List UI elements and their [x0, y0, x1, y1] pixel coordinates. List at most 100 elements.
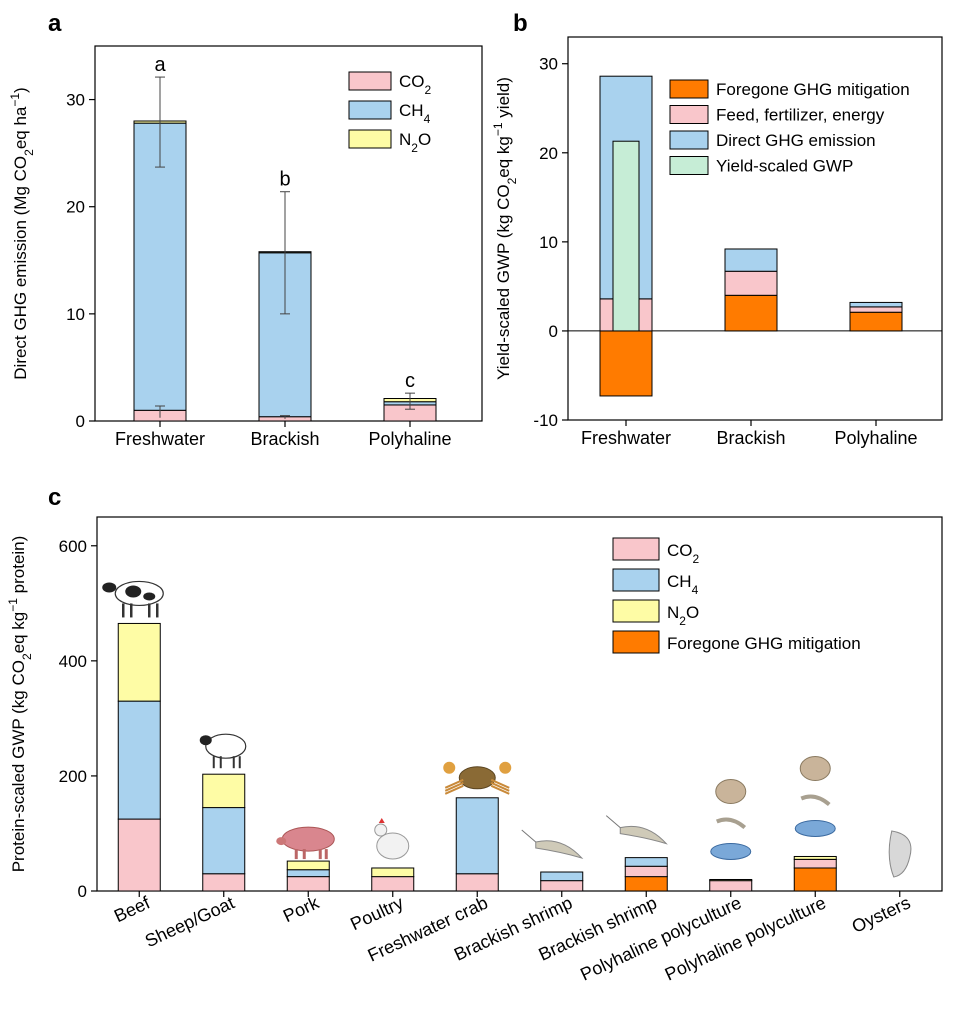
bar-ch4 [455, 797, 499, 875]
legend-swatch-n2o [348, 129, 392, 149]
bar-co2 [286, 876, 330, 892]
bar-ch4 [117, 700, 161, 820]
legend-swatch-co2 [348, 71, 392, 91]
chicken-body [376, 832, 410, 860]
legend-label-co2: CO2 [667, 541, 700, 566]
y-tick-label: 400 [59, 652, 87, 671]
panel-c-chart: 0 200 400 600 Protein-scaled GWP (kg CO2eq k… [6, 516, 943, 985]
y-tick-label: 0 [78, 882, 87, 901]
crab-icon [443, 761, 512, 795]
crab-body [794, 819, 836, 837]
bar-foregone [849, 311, 903, 332]
legend-swatch-foregone [612, 630, 660, 654]
bar-co2 [793, 858, 837, 869]
bar-co2 [117, 818, 161, 892]
bar-co2 [540, 880, 584, 892]
y-axis-label: Protein-scaled GWP (kg CO2eq kg−1 protei… [6, 536, 34, 873]
cow-icon [102, 580, 164, 618]
panel-label-b: b [513, 10, 528, 37]
legend-label-ch4: CH4 [667, 572, 699, 597]
cow-spot [143, 592, 156, 601]
shrimp-icon [521, 829, 584, 860]
shrimp-body [715, 817, 747, 830]
y-tick-label: 10 [539, 233, 558, 252]
y-tick-label: 20 [66, 198, 85, 217]
bar-co2 [371, 876, 415, 892]
plot-frame [96, 516, 943, 892]
x-tick-label: Brackish [716, 428, 785, 448]
legend-swatch-foregone [669, 79, 709, 99]
x-tick-label: Freshwater [115, 429, 205, 449]
legend-swatch-feed [669, 105, 709, 124]
x-tick-label: Polyhaline polyculture [662, 892, 829, 984]
chicken-comb [378, 817, 385, 823]
chicken-icon [374, 817, 410, 860]
panel-label-c: c [48, 484, 61, 511]
bar-ch4 [133, 122, 187, 411]
legend-label-n2o: N2O [399, 130, 431, 155]
crab-leg [444, 781, 464, 792]
shrimp-icon [605, 815, 668, 845]
bar-foregone [599, 330, 653, 397]
legend-label-foregone: Foregone GHG mitigation [667, 634, 861, 653]
legend-swatch-yieldgwp [669, 156, 709, 175]
polyculture-icon [710, 778, 752, 860]
legend-swatch-ch4 [612, 568, 660, 592]
oyster-icon [888, 830, 912, 878]
y-tick-label: -10 [533, 411, 558, 430]
bar-n2o [117, 622, 161, 702]
x-tick-label: Polyhaline [368, 429, 451, 449]
significance-letter: a [154, 54, 166, 76]
legend-swatch-co2 [612, 537, 660, 561]
shrimp-antenna [521, 829, 537, 843]
x-tick-label: Beef [111, 892, 154, 926]
crab-leg [444, 784, 464, 795]
legend-label-n2o: N2O [667, 603, 699, 628]
bar-ch4 [202, 807, 246, 875]
x-tick-label: Freshwater [581, 428, 671, 448]
bar-co2 [624, 865, 668, 878]
bar-n2o [371, 867, 415, 878]
bar-n2o [286, 860, 330, 871]
sheep-body [205, 733, 247, 759]
shrimp-antenna [605, 815, 621, 829]
pig-snout [276, 837, 287, 846]
significance-letter: b [279, 169, 290, 191]
y-tick-label: 200 [59, 767, 87, 786]
y-tick-label: 30 [539, 55, 558, 74]
sheep-icon [199, 733, 247, 769]
cow-spot [125, 585, 142, 598]
significance-letter: c [405, 370, 415, 392]
bar-co2 [455, 873, 499, 892]
legend-swatch-ch4 [348, 100, 392, 120]
bar-n2o [793, 855, 837, 860]
bar-co2 [202, 873, 246, 892]
bar-n2o [709, 878, 753, 882]
x-tick-label: Polyhaline [834, 428, 917, 448]
shrimp-body [535, 840, 584, 860]
legend-label-yieldgwp: Yield-scaled GWP [716, 157, 853, 176]
crab-body [710, 842, 752, 860]
bar-ch4 [624, 857, 668, 867]
shrimp-body [800, 794, 831, 807]
legend-swatch-n2o [612, 599, 660, 623]
bar-n2o [202, 773, 246, 809]
y-tick-label: 30 [66, 91, 85, 110]
pig-icon [276, 826, 335, 860]
crab-leg [490, 781, 510, 792]
x-tick-label: Poultry [347, 892, 406, 934]
y-axis-label: Direct GHG emission (Mg CO2eq ha−1) [8, 87, 36, 379]
bar-feed [724, 270, 778, 296]
polyculture-icon [794, 755, 836, 837]
clam-shell [715, 778, 747, 804]
bar-direct [849, 301, 903, 308]
crab-claw [443, 761, 456, 774]
plot-frame [567, 36, 943, 421]
legend-swatch-direct [669, 130, 709, 150]
bar-foregone [724, 294, 778, 332]
bar-direct [724, 248, 778, 272]
clam-shell [799, 755, 831, 781]
legend-label-feed: Feed, fertilizer, energy [716, 106, 885, 125]
oyster-shell [888, 830, 912, 878]
